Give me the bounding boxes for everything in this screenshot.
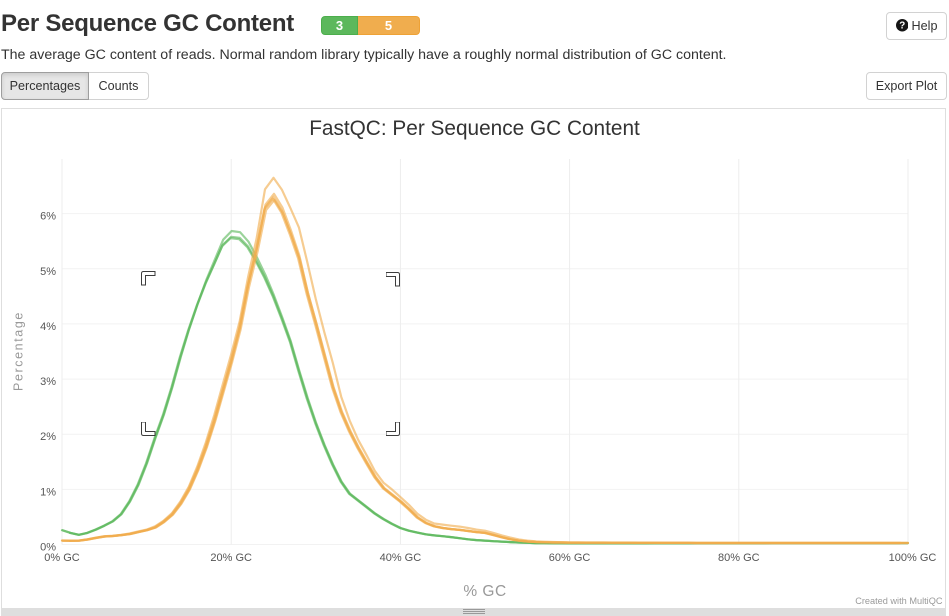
svg-text:?: ? xyxy=(899,21,905,32)
svg-text:4%: 4% xyxy=(40,321,56,333)
svg-text:6%: 6% xyxy=(40,211,56,223)
svg-text:% GC: % GC xyxy=(463,583,506,600)
svg-text:1%: 1% xyxy=(40,486,56,498)
svg-text:80% GC: 80% GC xyxy=(718,552,760,564)
svg-text:40% GC: 40% GC xyxy=(380,552,422,564)
svg-text:60% GC: 60% GC xyxy=(549,552,591,564)
svg-text:Created with MultiQC: Created with MultiQC xyxy=(855,596,943,606)
svg-text:0%: 0% xyxy=(40,542,56,554)
svg-text:Percentage: Percentage xyxy=(12,311,26,391)
svg-text:20% GC: 20% GC xyxy=(210,552,252,564)
svg-text:3%: 3% xyxy=(40,376,56,388)
svg-text:FastQC: Per Sequence GC Conten: FastQC: Per Sequence GC Content xyxy=(309,117,640,140)
svg-text:5%: 5% xyxy=(40,266,56,278)
svg-text:100% GC: 100% GC xyxy=(889,552,937,564)
svg-text:2%: 2% xyxy=(40,431,56,443)
svg-text:0% GC: 0% GC xyxy=(44,552,80,564)
